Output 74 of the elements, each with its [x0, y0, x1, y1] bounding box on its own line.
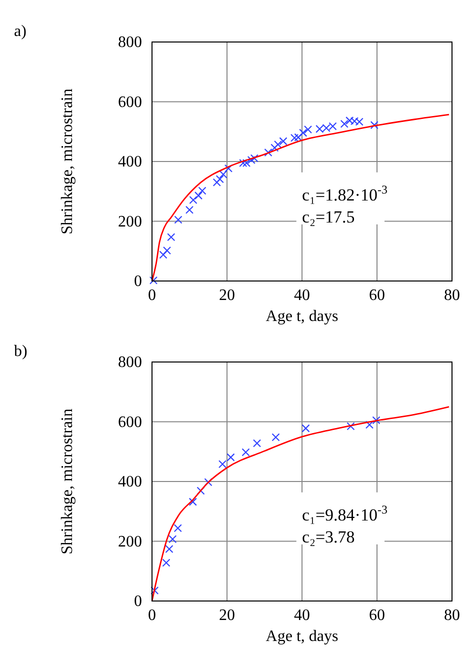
- x-axis-title: Age t, days: [266, 628, 338, 645]
- x-tick-label: 40: [294, 607, 310, 624]
- point: [165, 544, 174, 554]
- y-tick-label: 200: [118, 533, 142, 550]
- annotation: c₁=1.82·10$^{-3}$: [302, 182, 388, 204]
- point: [216, 175, 224, 184]
- point: [346, 422, 355, 430]
- point: [299, 128, 308, 137]
- y-tick-label: 0: [134, 593, 142, 610]
- point: [189, 196, 198, 204]
- point: [149, 276, 158, 284]
- line-series: [151, 406, 450, 602]
- point: [168, 535, 177, 544]
- x-tick-label: 0: [148, 607, 156, 624]
- point: [185, 206, 194, 214]
- x-tick-label: 60: [369, 287, 385, 304]
- y-tick-label: 600: [118, 414, 142, 431]
- point: [224, 164, 233, 172]
- point: [242, 448, 250, 456]
- point: [159, 250, 168, 259]
- point: [162, 246, 172, 255]
- y-tick-label: 400: [118, 154, 142, 170]
- point: [242, 158, 251, 168]
- point: [370, 121, 378, 130]
- x-tick-label: 80: [444, 287, 460, 304]
- point: [270, 144, 279, 152]
- y-tick-label: 400: [118, 474, 142, 490]
- point: [302, 424, 310, 432]
- y-tick-label: 200: [118, 213, 142, 230]
- point: [174, 216, 182, 224]
- annotation: c₂=3.78: [302, 527, 355, 546]
- annotation: c₂=17.5: [302, 207, 355, 226]
- line-series: [151, 114, 450, 282]
- point: [239, 158, 248, 168]
- text: b): [14, 343, 28, 360]
- point: [218, 460, 227, 468]
- x-tick-label: 20: [219, 287, 235, 304]
- point: [304, 125, 312, 134]
- point: [274, 140, 282, 149]
- y-tick-label: 0: [134, 273, 142, 290]
- x-tick-label: 80: [444, 607, 460, 624]
- point: [150, 586, 159, 595]
- annotation: c₁=9.84·10$^{-3}$: [302, 502, 388, 524]
- point: [340, 120, 348, 128]
- x-tick-label: 40: [294, 287, 310, 304]
- point: [372, 416, 380, 424]
- point: [290, 134, 299, 142]
- x-tick-label: 20: [219, 607, 235, 624]
- x-tick-label: 0: [148, 287, 156, 304]
- y-tick-label: 800: [118, 34, 142, 51]
- y-tick-label: 800: [118, 354, 142, 371]
- x-axis-title: Age t, days: [266, 308, 338, 325]
- point: [226, 453, 235, 462]
- point: [219, 170, 228, 178]
- point: [198, 186, 206, 195]
- y-axis-title: Shrinkage, microstrain: [59, 408, 76, 554]
- point: [194, 192, 203, 200]
- point: [174, 524, 182, 532]
- point: [252, 439, 262, 448]
- point: [279, 137, 288, 146]
- point: [250, 154, 258, 162]
- point: [272, 433, 280, 442]
- point: [264, 148, 272, 157]
- y-tick-label: 600: [118, 94, 142, 111]
- y-axis-title: Shrinkage, microstrain: [59, 88, 76, 234]
- point: [188, 498, 197, 506]
- point: [247, 156, 256, 164]
- point: [167, 233, 176, 242]
- point: [162, 558, 170, 567]
- point: [365, 420, 374, 429]
- x-tick-label: 60: [369, 607, 385, 624]
- point: [294, 133, 302, 142]
- text: a): [14, 23, 26, 40]
- point: [212, 178, 221, 186]
